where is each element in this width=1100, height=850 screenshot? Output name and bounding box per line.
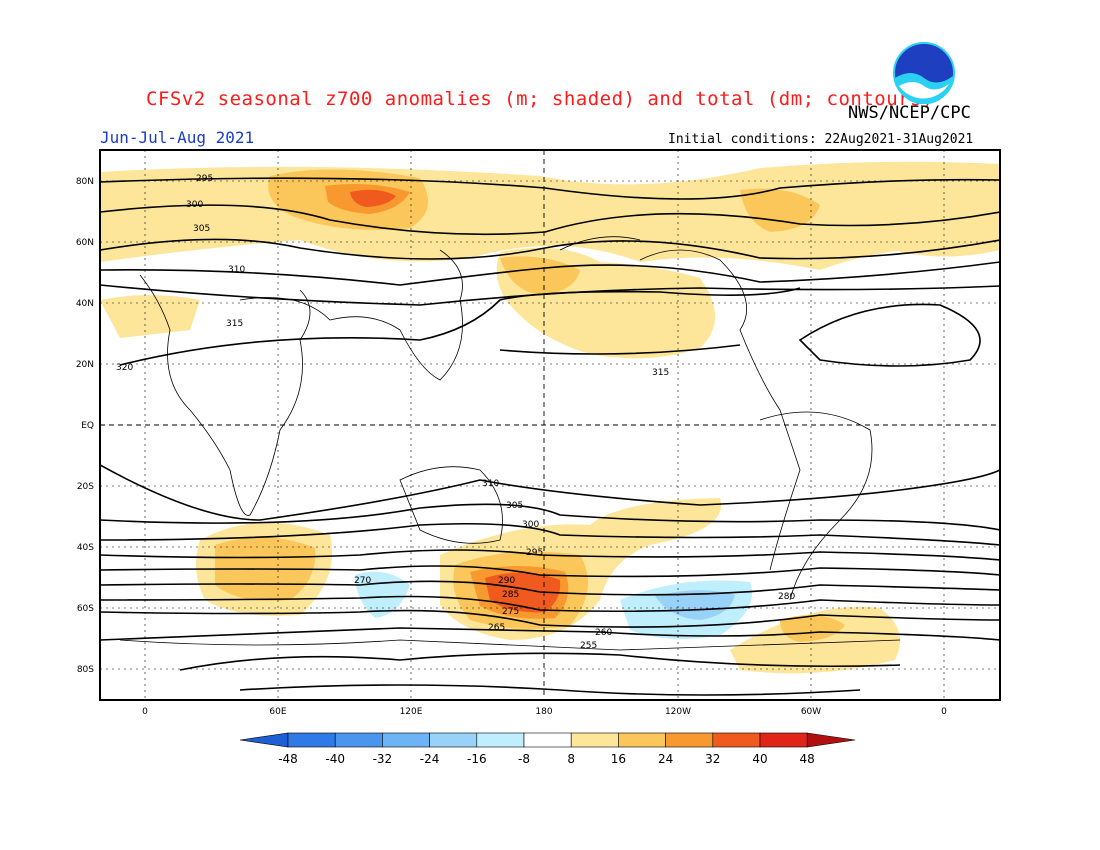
lon-tick-label: 180 [535, 707, 552, 717]
lon-tick-label: 60W [801, 707, 821, 717]
lat-tick-label: 20N [76, 360, 94, 370]
contour-label: 280 [778, 592, 795, 602]
lat-tick-label: 60S [77, 604, 94, 614]
height-contours [100, 177, 1000, 696]
noaa-logo-icon [893, 42, 955, 104]
colorbar-cell [476, 732, 525, 748]
contour-label: 315 [226, 319, 243, 329]
colorbar-label: 48 [800, 752, 815, 766]
colorbar-label: 40 [752, 752, 767, 766]
colorbar-label: -32 [373, 752, 393, 766]
contour-labels: 295 300 305 310 315 320 315 310 305 300 … [116, 174, 795, 651]
lon-tick-label: 120W [665, 707, 691, 717]
contour-label: 275 [502, 607, 519, 617]
contour-label: 285 [502, 590, 519, 600]
colorbar-label: -16 [467, 752, 487, 766]
latitude-ticks: 80N 60N 40N 20N EQ 20S 40S 60S 80S [76, 177, 94, 675]
anomaly-shading [100, 161, 1000, 674]
colorbar-label: 8 [567, 752, 575, 766]
lon-tick-label: 0 [142, 707, 148, 717]
contour-label: 300 [186, 200, 203, 210]
colorbar-cell [712, 732, 761, 748]
lon-tick-label: 120E [400, 707, 423, 717]
reference-lines [100, 150, 1000, 700]
initial-conditions-label: Initial conditions: 22Aug2021-31Aug2021 [668, 132, 974, 147]
contour-label: 260 [595, 628, 612, 638]
lon-tick-label: 60E [269, 707, 286, 717]
colorbar-cell [618, 732, 666, 748]
lat-tick-label: 20S [77, 482, 94, 492]
contour-label: 315 [652, 368, 669, 378]
coastlines [119, 236, 901, 651]
colorbar-cell [382, 732, 430, 748]
lat-tick-label: 80N [76, 177, 94, 187]
colorbar-cell [759, 732, 808, 748]
colorbar-label: -48 [278, 752, 298, 766]
contour-label: 290 [498, 576, 515, 586]
contour-label: 320 [116, 363, 133, 373]
lat-tick-label: 80S [77, 665, 94, 675]
colorbar: -48 -40 -32 -24 -16 -8 8 16 24 32 40 48 [239, 732, 856, 766]
lat-tick-label: 40S [77, 543, 94, 553]
season-label: Jun-Jul-Aug 2021 [100, 128, 255, 147]
colorbar-label: -24 [420, 752, 440, 766]
colorbar-cell [570, 732, 619, 748]
colorbar-arrow-high [806, 732, 856, 748]
contour-label: 295 [196, 174, 213, 184]
lat-tick-label: 60N [76, 238, 94, 248]
colorbar-label: 16 [611, 752, 626, 766]
contour-label: 305 [506, 501, 523, 511]
colorbar-label: -40 [325, 752, 345, 766]
organization-label: NWS/NCEP/CPC [848, 103, 971, 123]
colorbar-cell [523, 732, 572, 748]
lat-tick-label: EQ [81, 421, 94, 431]
contour-label: 270 [354, 576, 371, 586]
graticule [100, 150, 1000, 700]
colorbar-arrow-low [239, 732, 289, 748]
contour-label: 265 [488, 623, 505, 633]
colorbar-label: 24 [658, 752, 673, 766]
map-frame [99, 149, 1001, 701]
lat-tick-label: 40N [76, 299, 94, 309]
lon-tick-label: 0 [941, 707, 947, 717]
longitude-ticks: 0 60E 120E 180 120W 60W 0 [142, 707, 947, 717]
contour-label: 255 [580, 641, 597, 651]
colorbar-cell [429, 732, 478, 748]
colorbar-label: -8 [518, 752, 530, 766]
colorbar-cell [665, 732, 714, 748]
colorbar-cell [334, 732, 383, 748]
map-title: CFSv2 seasonal z700 anomalies (m; shaded… [146, 88, 934, 110]
colorbar-cell [287, 732, 336, 748]
contour-label: 300 [522, 520, 539, 530]
contour-label: 295 [526, 548, 543, 558]
colorbar-label: 32 [705, 752, 720, 766]
contour-label: 310 [482, 479, 499, 489]
contour-label: 310 [228, 265, 245, 275]
contour-label: 305 [193, 224, 210, 234]
